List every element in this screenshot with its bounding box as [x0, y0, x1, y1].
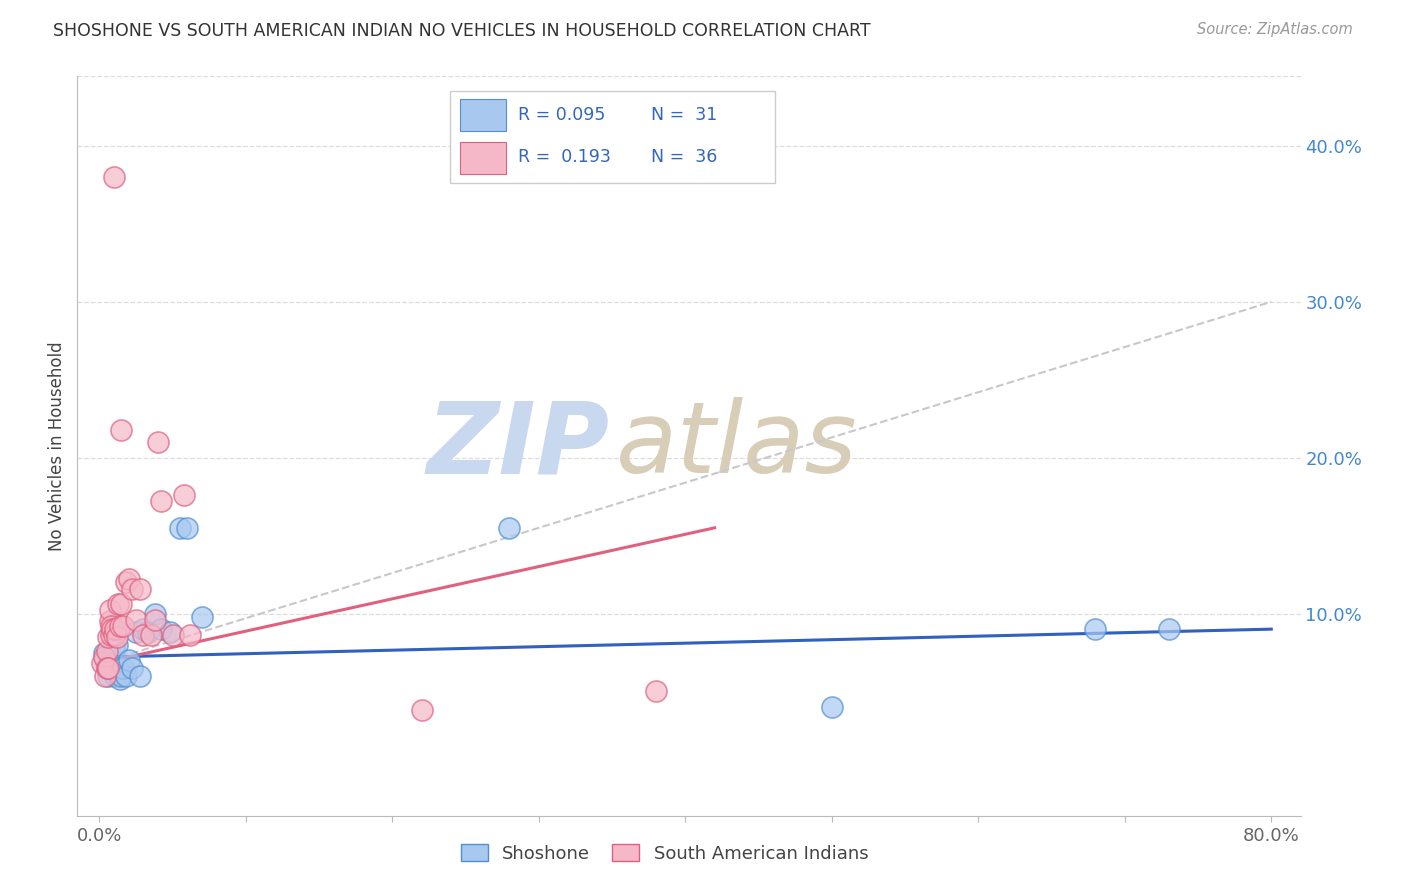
Point — [101, 661, 124, 675]
Point — [98, 661, 121, 675]
Point — [149, 494, 172, 508]
Point — [100, 619, 122, 633]
Point — [117, 653, 139, 667]
Point — [179, 628, 201, 642]
Point — [139, 628, 162, 642]
Point — [104, 669, 127, 683]
Point — [169, 521, 191, 535]
Point — [125, 625, 148, 640]
Point — [114, 575, 136, 590]
Point — [107, 661, 129, 675]
Point — [143, 613, 166, 627]
Point — [143, 607, 166, 621]
Point — [103, 628, 125, 642]
Point — [114, 669, 136, 683]
Point — [1157, 622, 1180, 636]
Point — [98, 615, 121, 629]
Point — [121, 582, 143, 596]
Point — [645, 684, 668, 698]
Point — [103, 170, 125, 185]
Point — [129, 669, 152, 683]
Point — [125, 613, 148, 627]
Text: ZIP: ZIP — [426, 398, 609, 494]
Text: Source: ZipAtlas.com: Source: ZipAtlas.com — [1197, 22, 1353, 37]
Point — [91, 657, 114, 671]
Point — [98, 603, 121, 617]
Point — [146, 435, 169, 450]
Legend: Shoshone, South American Indians: Shoshone, South American Indians — [454, 837, 876, 870]
Point — [110, 597, 132, 611]
Point — [111, 661, 134, 675]
Point — [110, 669, 132, 683]
Point — [1084, 622, 1107, 636]
Point — [94, 669, 117, 683]
Point — [97, 669, 120, 683]
Point — [498, 521, 520, 535]
Point — [173, 488, 195, 502]
Point — [96, 644, 118, 658]
Text: atlas: atlas — [616, 398, 858, 494]
Point — [132, 622, 155, 636]
Point — [176, 521, 198, 535]
Point — [117, 572, 139, 586]
Point — [162, 628, 184, 642]
Point — [108, 619, 131, 633]
Point — [100, 653, 122, 667]
Point — [107, 597, 129, 611]
Point — [105, 630, 128, 644]
Y-axis label: No Vehicles in Household: No Vehicles in Household — [48, 341, 66, 551]
Point — [93, 650, 115, 665]
Point — [103, 640, 125, 655]
Point — [96, 661, 118, 675]
Point — [132, 628, 155, 642]
Point — [100, 628, 122, 642]
Point — [97, 661, 120, 675]
Point — [93, 646, 115, 660]
Point — [191, 609, 214, 624]
Point — [110, 423, 132, 437]
Point — [94, 653, 117, 667]
Point — [411, 703, 433, 717]
Point — [136, 625, 159, 640]
Point — [149, 622, 172, 636]
Point — [108, 672, 131, 686]
Point — [121, 661, 143, 675]
Point — [111, 619, 134, 633]
Point — [101, 622, 124, 636]
Point — [97, 630, 120, 644]
Point — [104, 622, 127, 636]
Text: SHOSHONE VS SOUTH AMERICAN INDIAN NO VEHICLES IN HOUSEHOLD CORRELATION CHART: SHOSHONE VS SOUTH AMERICAN INDIAN NO VEH… — [53, 22, 872, 40]
Point — [159, 625, 181, 640]
Point — [105, 638, 128, 652]
Point — [96, 661, 118, 675]
Point — [821, 700, 844, 714]
Point — [129, 582, 152, 596]
